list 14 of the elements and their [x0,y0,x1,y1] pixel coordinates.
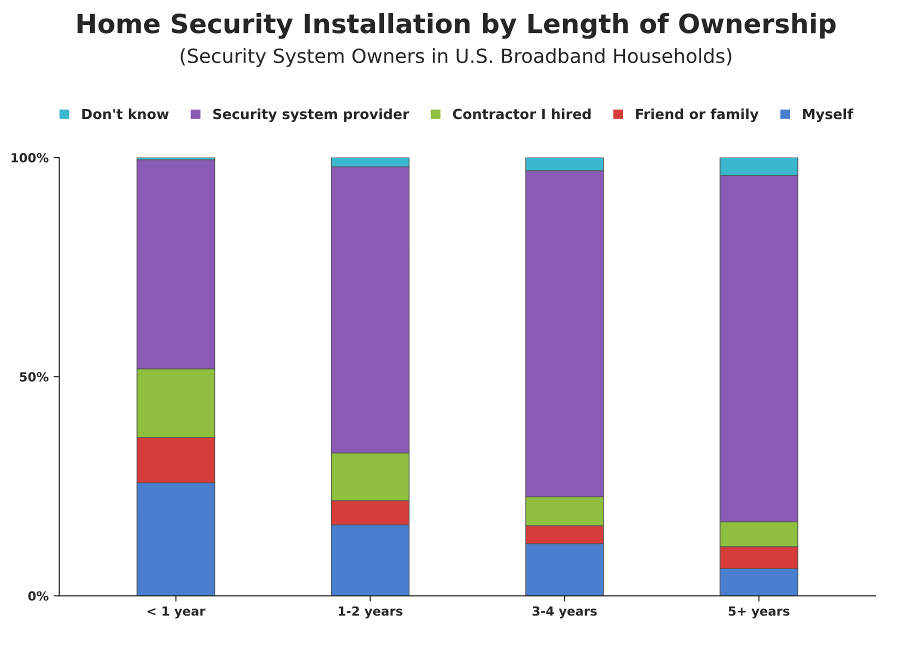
legend-label: Security system provider [213,108,410,122]
y-tick-label: 0% [28,591,48,601]
legend-label: Myself [803,108,854,122]
chart-subtitle: (Security System Owners in U.S. Broadband Households) [180,48,732,67]
y-tick-label: 100% [12,153,48,162]
x-tick-label: 3-4 years [532,606,597,618]
x-tick-label: 1-2 years [338,606,402,618]
chart-title: Home Security Installation by Length of Ownership [78,13,836,39]
legend-label: Friend or family [636,108,759,122]
x-tick-label: 5+ years [728,606,790,618]
y-tick-label: 50% [20,372,48,382]
x-tick-label: < 1 year [148,606,206,618]
legend-label: Don't know [82,108,169,120]
legend-label: Contractor I hired [452,108,591,120]
